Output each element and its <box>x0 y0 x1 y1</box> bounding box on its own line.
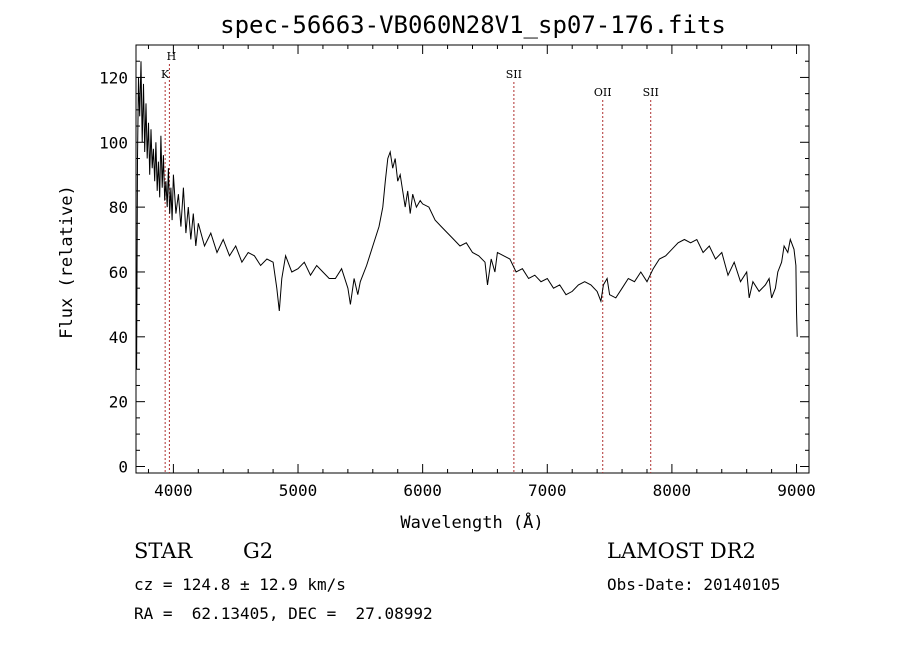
observation-date: Obs-Date: 20140105 <box>607 575 781 594</box>
spectral-line-markers: HK SII OII SII <box>161 50 659 473</box>
y-tick-label: 80 <box>109 198 128 217</box>
line-marker-label: K <box>161 68 170 81</box>
redshift-velocity: cz = 124.8 ± 12.9 km/s <box>134 575 346 594</box>
x-tick-label: 4000 <box>154 481 193 500</box>
object-class: STAR <box>134 539 193 563</box>
survey-name: LAMOST DR2 <box>607 539 756 563</box>
chart-title: spec-56663-VB060N28V1_sp07-176.fits <box>220 11 726 39</box>
x-tick-label: 8000 <box>653 481 692 500</box>
x-tick-label: 5000 <box>279 481 318 500</box>
object-subclass: G2 <box>243 539 274 563</box>
y-axis-label: Flux (relative) <box>57 185 77 339</box>
y-tick-label: 0 <box>118 458 128 477</box>
y-tick-label: 120 <box>99 68 128 87</box>
spectrum-line <box>136 61 798 370</box>
plot-frame <box>135 44 810 474</box>
line-marker-label: SII <box>643 86 659 99</box>
axis-ticks: 4000 5000 6000 7000 8000 9000 0 20 40 60 80 100 120 <box>99 45 816 500</box>
x-tick-label: 6000 <box>403 481 442 500</box>
y-tick-label: 100 <box>99 133 128 152</box>
line-marker-label: H <box>167 50 177 63</box>
y-tick-label: 20 <box>109 393 128 412</box>
line-marker-label: SII <box>506 68 522 81</box>
x-tick-label: 7000 <box>528 481 567 500</box>
coordinates: RA = 62.13405, DEC = 27.08992 <box>134 604 433 623</box>
line-marker-label: OII <box>594 86 612 99</box>
x-axis-label: Wavelength (Å) <box>400 511 543 533</box>
y-tick-label: 60 <box>109 263 128 282</box>
y-tick-label: 40 <box>109 328 128 347</box>
x-tick-label: 9000 <box>777 481 816 500</box>
